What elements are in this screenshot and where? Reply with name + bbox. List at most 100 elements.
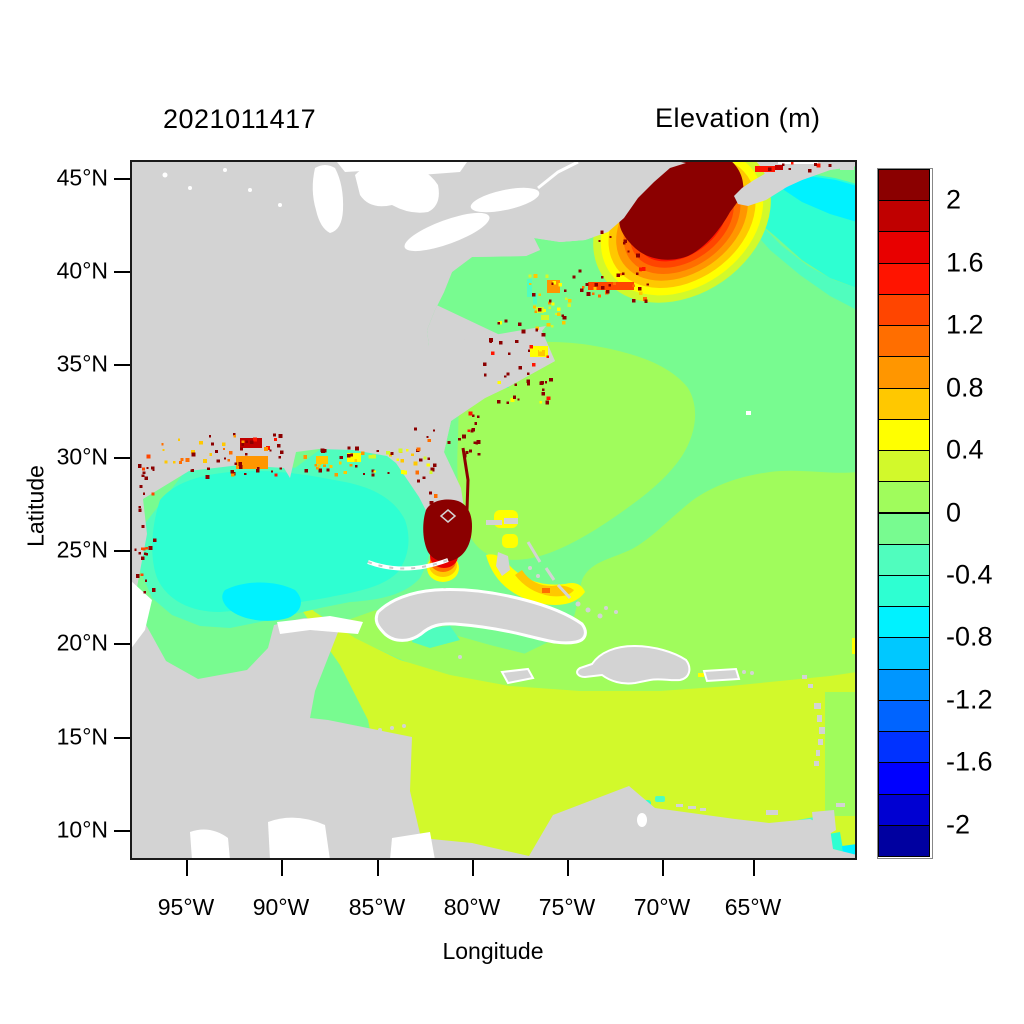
plot-border — [130, 160, 857, 860]
flooded-cell-speckle — [601, 286, 605, 290]
flooded-cell-speckle — [264, 446, 268, 451]
flooded-cell-speckle — [208, 435, 212, 438]
trinidad — [812, 810, 836, 836]
colorbar-cell — [878, 668, 930, 701]
flooded-cell-speckle — [498, 340, 503, 345]
mayaguana — [585, 607, 591, 613]
flooded-cell-speckle — [426, 435, 429, 439]
flooded-cell-speckle — [532, 292, 536, 297]
pacific-wedge-panama — [390, 832, 435, 860]
flooded-cell-speckle — [415, 470, 419, 475]
flooded-cell-speckle — [199, 441, 203, 445]
flooded-cell-speckle — [249, 440, 254, 444]
flooded-cell-speckle — [782, 163, 785, 166]
flooded-cell-speckle — [411, 453, 414, 457]
flooded-cell-speckle — [433, 463, 437, 467]
cayman-island — [458, 655, 462, 659]
exuma-cay — [536, 574, 540, 578]
x-tick-label: 75°W — [538, 894, 596, 920]
flooded-cell-speckle — [164, 460, 168, 464]
cat-island — [544, 567, 556, 581]
flooded-cell-speckle — [554, 313, 557, 316]
grand-bahama — [486, 520, 502, 525]
flooded-cell-speckle — [550, 325, 554, 328]
flooded-cell-speckle — [238, 462, 243, 466]
antilles-east-band — [825, 692, 857, 816]
colorbar-cell — [878, 262, 930, 295]
colorbar-cell — [878, 293, 930, 327]
flooded-cell-speckle — [545, 400, 549, 405]
flooded-cell-speckle — [245, 453, 248, 456]
crooked-island — [575, 601, 581, 607]
flooded-cell-speckle — [350, 453, 354, 457]
eleuthera — [526, 541, 542, 563]
flooded-cell-speckle — [567, 303, 572, 308]
st-lawrence-river — [537, 160, 579, 190]
chesapeake-mint-streak — [527, 279, 532, 297]
pamlico-sound-core — [538, 350, 545, 356]
flooded-cell-speckle — [403, 470, 407, 475]
bahama-bank-orange-core — [515, 570, 574, 597]
flooded-cell-speckle — [400, 470, 405, 474]
flooded-cell-speckle — [556, 307, 561, 311]
virgin-island — [750, 671, 754, 675]
flooded-cell-speckle — [526, 379, 531, 384]
flooded-cell-speckle — [144, 579, 148, 582]
colorbar-cell — [878, 793, 930, 826]
flooded-cell-speckle — [276, 444, 281, 448]
flooded-cell-speckle — [430, 467, 435, 472]
flooded-cell-speckle — [506, 401, 510, 405]
x-tick-mark — [567, 860, 569, 876]
florida-keys-gap — [367, 558, 449, 571]
flooded-cell-speckle — [346, 453, 351, 458]
flooded-cell-speckle — [461, 434, 466, 439]
flooded-cell-speckle — [210, 442, 214, 446]
flooded-cell-speckle — [488, 337, 493, 342]
flooded-cell-speckle — [471, 414, 475, 418]
flooded-cell-speckle — [240, 447, 244, 451]
flooded-cell-speckle — [539, 381, 544, 386]
flooded-cell-speckle — [354, 464, 358, 468]
flooded-cell-speckle — [413, 461, 418, 466]
colorbar-tick-label: 0.4 — [946, 434, 984, 465]
flooded-cell-speckle — [594, 283, 599, 287]
flooded-cell-speckle — [544, 381, 548, 384]
flooded-cell-speckle — [398, 448, 403, 453]
flooded-cell-speckle — [329, 465, 333, 469]
flooded-cell-speckle — [416, 447, 421, 452]
flooded-cell-speckle — [546, 355, 549, 358]
colorbar-cell — [878, 699, 930, 733]
flooded-cell-speckle — [528, 274, 532, 278]
flooded-cell-speckle — [609, 235, 612, 239]
margarita — [766, 810, 778, 815]
flooded-cell-speckle — [390, 451, 394, 456]
inland-lake-fleck — [248, 188, 252, 192]
mississippi-sound-surge — [316, 456, 328, 464]
flooded-cell-speckle — [185, 458, 190, 463]
caicos-island — [614, 610, 618, 614]
colorbar-cell — [878, 543, 930, 576]
flooded-cell-speckle — [638, 287, 642, 291]
flooded-cell-speckle — [230, 473, 235, 477]
flooded-cell-speckle — [429, 500, 434, 505]
bahama-bank-orange-dot — [542, 588, 550, 593]
flooded-cell-speckle — [557, 312, 561, 317]
x-tick-mark — [753, 860, 755, 876]
martinique — [819, 727, 825, 734]
timestamp-title: 2021011417 — [163, 104, 317, 134]
flooded-cell-speckle — [623, 242, 626, 245]
flooded-cell-speckle — [216, 459, 220, 463]
flooded-cell-speckle — [483, 373, 487, 377]
flooded-cell-speckle — [318, 468, 323, 473]
east-edge-yellow-sliver — [852, 638, 857, 654]
inland-lake-fleck — [223, 168, 227, 172]
flooded-cell-speckle — [477, 452, 481, 456]
flooded-cell-speckle — [138, 508, 142, 512]
lake-erie — [404, 212, 490, 252]
flooded-cell-speckle — [548, 306, 551, 309]
flooded-cell-speckle — [512, 395, 516, 399]
flooded-cell-speckle — [533, 274, 538, 278]
flooded-cell-speckle — [339, 456, 343, 460]
louisiana-surge-patch — [236, 456, 268, 469]
bonaire — [700, 808, 706, 811]
